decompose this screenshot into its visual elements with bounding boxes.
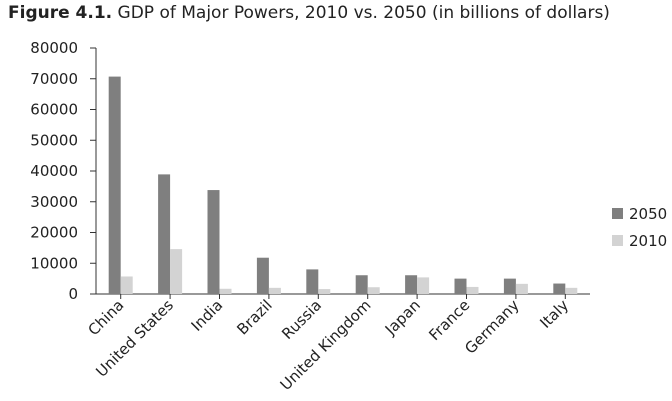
figure-caption: GDP of Major Powers, 2010 vs. 2050 (in b…	[117, 3, 610, 23]
y-tick-label: 10000	[30, 254, 78, 272]
y-tick-label: 30000	[30, 193, 78, 211]
x-tick-label: Germany	[461, 296, 523, 358]
bar-2010-japan	[417, 277, 430, 294]
bar-2050-japan	[405, 275, 418, 294]
legend-swatch-2010	[612, 235, 623, 246]
bar-2050-italy	[553, 283, 566, 294]
x-tick-label: Brazil	[233, 296, 275, 338]
bar-2050-brazil	[256, 257, 269, 294]
bar-2050-india	[207, 190, 220, 294]
x-tick-label: France	[425, 296, 473, 344]
bar-2010-india	[219, 288, 232, 294]
bar-2010-france	[466, 286, 479, 294]
x-tick-label: Japan	[381, 296, 424, 339]
bar-2010-united-states	[170, 249, 183, 294]
x-tick-label: Italy	[536, 296, 572, 332]
y-tick-label: 80000	[30, 39, 78, 57]
bar-2050-united-states	[158, 174, 171, 294]
bar-2050-china	[108, 76, 121, 294]
bar-2010-germany	[515, 283, 528, 294]
chart-title: Figure 4.1. GDP of Major Powers, 2010 vs…	[8, 3, 610, 23]
x-tick-label: United Kingdom	[277, 296, 375, 394]
legend-label-2050: 2050	[629, 205, 667, 223]
x-tick-label: China	[84, 296, 127, 339]
legend-label-2010: 2010	[629, 232, 667, 250]
y-tick-label: 0	[68, 285, 78, 303]
bar-2050-france	[454, 278, 467, 294]
bar-2010-italy	[565, 287, 578, 294]
bar-2050-russia	[306, 269, 319, 294]
x-tick-label: India	[188, 296, 227, 335]
y-tick-label: 50000	[30, 131, 78, 149]
y-tick-label: 20000	[30, 224, 78, 242]
x-tick-label: Russia	[278, 296, 325, 343]
bar-2050-germany	[503, 278, 516, 294]
bar-2010-china	[120, 276, 133, 294]
y-tick-label: 40000	[30, 162, 78, 180]
bar-2010-brazil	[268, 287, 281, 294]
bar-2050-united-kingdom	[355, 275, 368, 294]
legend-swatch-2050	[612, 208, 623, 219]
y-tick-label: 70000	[30, 70, 78, 88]
y-tick-label: 60000	[30, 101, 78, 119]
bar-2010-united-kingdom	[367, 287, 380, 294]
figure-number: Figure 4.1.	[8, 3, 113, 23]
bar-2010-russia	[318, 289, 331, 294]
